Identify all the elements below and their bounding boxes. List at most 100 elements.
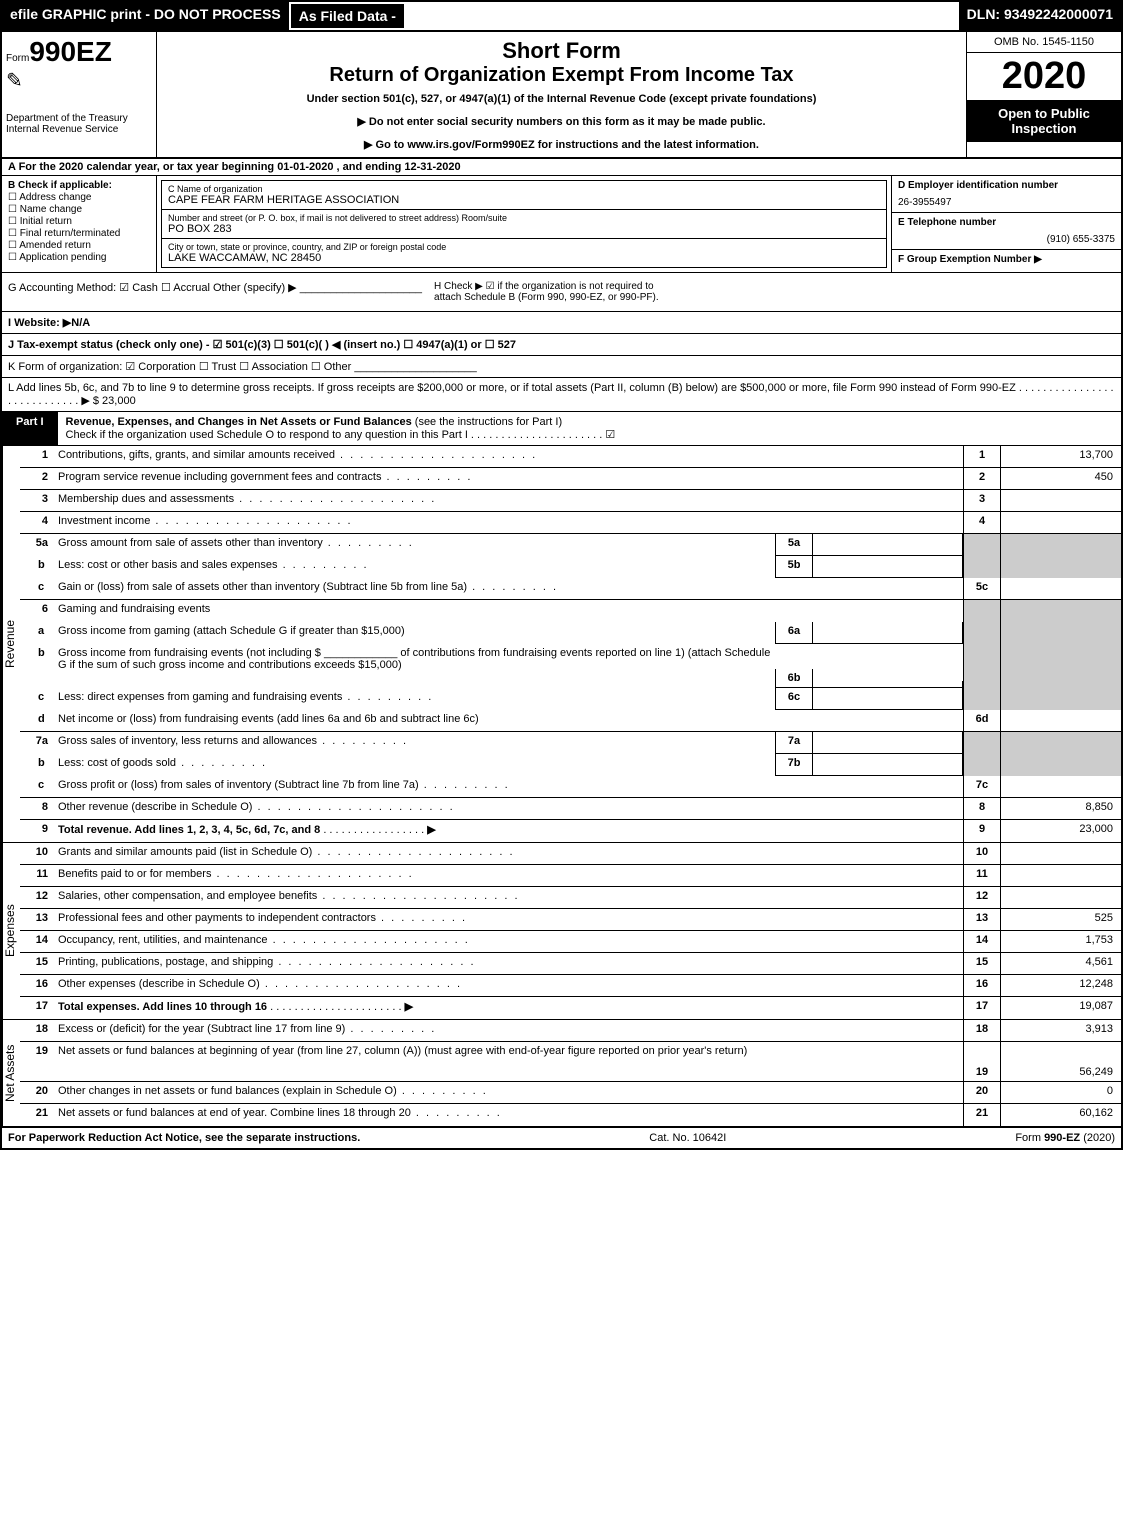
line-7a-text: Gross sales of inventory, less returns a… <box>54 732 775 754</box>
line-21-num: 21 <box>20 1104 54 1126</box>
check-final-return[interactable]: ☐ Final return/terminated <box>8 228 150 239</box>
line-5a-ref <box>963 534 1001 556</box>
line-5c-val <box>1001 578 1121 599</box>
ssn-warning: ▶ Do not enter social security numbers o… <box>163 115 960 128</box>
line-20-num: 20 <box>20 1082 54 1103</box>
line-5a-val <box>1001 534 1121 556</box>
line-21-ref: 21 <box>963 1104 1001 1126</box>
line-7b-mid: 7b <box>775 754 813 776</box>
line-8-val: 8,850 <box>1001 798 1121 819</box>
line-6-ref <box>963 600 1001 622</box>
line-5a-midval <box>813 534 963 556</box>
line-19-num: 19 <box>20 1042 54 1081</box>
line-13-ref: 13 <box>963 909 1001 930</box>
line-9-num: 9 <box>20 820 54 842</box>
line-3-text: Membership dues and assessments <box>54 490 963 511</box>
form-prefix: Form <box>6 53 29 64</box>
form-id-block: Form990EZ ✎ Department of the Treasury I… <box>2 32 157 157</box>
line-7c-val <box>1001 776 1121 797</box>
org-city-row: City or town, state or province, country… <box>162 239 886 267</box>
line-7a-val <box>1001 732 1121 754</box>
line-3-ref: 3 <box>963 490 1001 511</box>
short-form-label: Short Form <box>163 38 960 64</box>
line-15-ref: 15 <box>963 953 1001 974</box>
c-street-label: Number and street (or P. O. box, if mail… <box>168 213 880 223</box>
check-amended-return[interactable]: ☐ Amended return <box>8 240 150 251</box>
netassets-section: Net Assets 18Excess or (deficit) for the… <box>2 1020 1121 1128</box>
line-2-text: Program service revenue including govern… <box>54 468 963 489</box>
line-5b-ref <box>963 556 1001 578</box>
org-name-row: C Name of organization CAPE FEAR FARM HE… <box>162 181 886 210</box>
revenue-section: Revenue 1Contributions, gifts, grants, a… <box>2 446 1121 843</box>
line-5b-text: Less: cost or other basis and sales expe… <box>54 556 775 578</box>
line-1-text: Contributions, gifts, grants, and simila… <box>54 446 963 467</box>
line-5a-num: 5a <box>20 534 54 556</box>
l-text: L Add lines 5b, 6c, and 7b to line 9 to … <box>8 382 1114 407</box>
part1-title: Revenue, Expenses, and Changes in Net As… <box>58 412 1121 445</box>
row-l-gross-receipts: L Add lines 5b, 6c, and 7b to line 9 to … <box>2 378 1121 412</box>
line-19-text: Net assets or fund balances at beginning… <box>54 1042 963 1081</box>
line-4-num: 4 <box>20 512 54 533</box>
check-initial-return[interactable]: ☐ Initial return <box>8 216 150 227</box>
line-8-num: 8 <box>20 798 54 819</box>
line-8-ref: 8 <box>963 798 1001 819</box>
group-exemption-row: F Group Exemption Number ▶ <box>892 250 1121 269</box>
line-5b-num: b <box>20 556 54 578</box>
line-2-ref: 2 <box>963 468 1001 489</box>
line-7b-ref <box>963 754 1001 776</box>
d-label: D Employer identification number <box>898 180 1115 191</box>
open-public-badge: Open to Public Inspection <box>967 100 1121 142</box>
def-block: D Employer identification number 26-3955… <box>891 176 1121 272</box>
line-11-text: Benefits paid to or for members <box>54 865 963 886</box>
irs-label: Internal Revenue Service <box>6 124 152 135</box>
line-12-text: Salaries, other compensation, and employ… <box>54 887 963 908</box>
section-note: Under section 501(c), 527, or 4947(a)(1)… <box>163 93 960 105</box>
line-2-val: 450 <box>1001 468 1121 489</box>
line-5c-text: Gain or (loss) from sale of assets other… <box>54 578 963 599</box>
ein-value: 26-3955497 <box>898 197 1115 208</box>
efile-notice: efile GRAPHIC print - DO NOT PROCESS <box>2 2 289 30</box>
line-6b-midval <box>813 681 963 688</box>
line-21-val: 60,162 <box>1001 1104 1121 1126</box>
line-4-ref: 4 <box>963 512 1001 533</box>
line-21-text: Net assets or fund balances at end of ye… <box>54 1104 963 1126</box>
line-6b-ref <box>963 644 1001 688</box>
org-street-row: Number and street (or P. O. box, if mail… <box>162 210 886 239</box>
line-6c-mid: 6c <box>775 688 813 710</box>
line-6d-ref: 6d <box>963 710 1001 731</box>
revenue-label: Revenue <box>2 446 20 842</box>
line-14-ref: 14 <box>963 931 1001 952</box>
line-7b-midval <box>813 754 963 776</box>
netassets-label: Net Assets <box>2 1020 20 1126</box>
line-5b-midval <box>813 556 963 578</box>
line-7a-ref <box>963 732 1001 754</box>
line-12-num: 12 <box>20 887 54 908</box>
h-schedule-b-check: H Check ▶ ☑ if the organization is not r… <box>428 273 688 311</box>
phone-row: E Telephone number (910) 655-3375 <box>892 213 1121 250</box>
check-name-change[interactable]: ☐ Name change <box>8 204 150 215</box>
line-7c-text: Gross profit or (loss) from sales of inv… <box>54 776 963 797</box>
part1-header: Part I Revenue, Expenses, and Changes in… <box>2 412 1121 446</box>
line-2-num: 2 <box>20 468 54 489</box>
line-6d-num: d <box>20 710 54 731</box>
line-8-text: Other revenue (describe in Schedule O) <box>54 798 963 819</box>
part1-badge: Part I <box>2 412 58 445</box>
b-label: B Check if applicable: <box>8 180 150 191</box>
line-12-ref: 12 <box>963 887 1001 908</box>
phone-value: (910) 655-3375 <box>898 234 1115 245</box>
org-info-block: B Check if applicable: ☐ Address change … <box>2 176 1121 273</box>
line-15-num: 15 <box>20 953 54 974</box>
check-address-change[interactable]: ☐ Address change <box>8 192 150 203</box>
check-application-pending[interactable]: ☐ Application pending <box>8 252 150 263</box>
line-10-ref: 10 <box>963 843 1001 864</box>
row-k-org-form: K Form of organization: ☑ Corporation ☐ … <box>2 356 1121 378</box>
dept-treasury: Department of the Treasury <box>6 113 152 124</box>
omb-number: OMB No. 1545-1150 <box>967 32 1121 53</box>
ein-row: D Employer identification number 26-3955… <box>892 176 1121 213</box>
line-3-val <box>1001 490 1121 511</box>
line-5b-mid: 5b <box>775 556 813 578</box>
line-7c-ref: 7c <box>963 776 1001 797</box>
as-filed-label: As Filed Data - <box>289 2 406 30</box>
line-5a-text: Gross amount from sale of assets other t… <box>54 534 775 556</box>
line-6c-num: c <box>20 688 54 710</box>
